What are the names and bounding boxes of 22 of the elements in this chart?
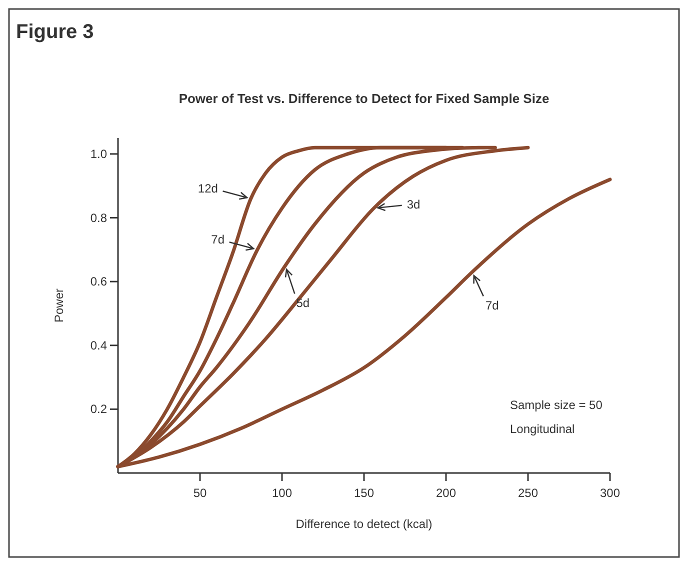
annotation: 7d xyxy=(485,298,499,312)
annotation: 5d xyxy=(296,296,310,310)
annotation: 3d xyxy=(406,197,420,212)
x-axis-title: Difference to detect (kcal) xyxy=(296,517,432,531)
y-tick-label: 0.2 xyxy=(90,402,108,416)
x-tick-label: 200 xyxy=(436,486,456,500)
annotation: Sample size = 50 xyxy=(510,398,603,412)
annotation: 7d xyxy=(211,232,224,247)
x-tick-label: 100 xyxy=(272,486,292,500)
x-tick-label: 300 xyxy=(600,486,620,500)
y-tick-label: 0.8 xyxy=(90,210,108,225)
y-tick-label: 1.0 xyxy=(90,146,108,161)
y-axis-title: Power xyxy=(52,288,66,323)
annotation: 12d xyxy=(198,182,218,196)
y-tick-label: 0.4 xyxy=(90,338,108,352)
chart-subtitle: Power of Test vs. Difference to Detect for Fixed Sample Size xyxy=(178,91,550,106)
annotation: Longitudinal xyxy=(510,422,575,436)
x-tick-label: 50 xyxy=(193,486,207,500)
x-tick-label: 150 xyxy=(354,486,374,500)
x-tick-label: 250 xyxy=(518,486,538,500)
y-tick-label: 0.6 xyxy=(90,274,108,289)
chart-title: Figure 3 xyxy=(16,21,94,43)
